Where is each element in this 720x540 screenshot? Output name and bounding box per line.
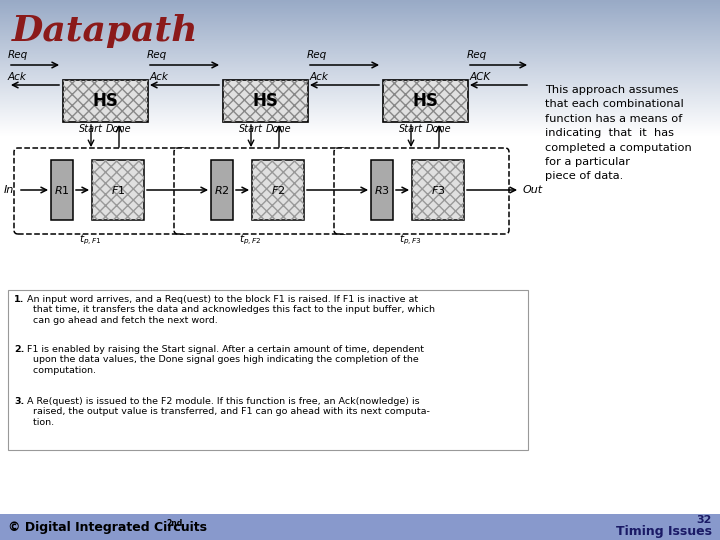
Text: $F3$: $F3$ — [431, 184, 445, 196]
Bar — [252, 160, 304, 220]
Bar — [92, 160, 144, 220]
Text: Ack: Ack — [310, 72, 329, 82]
FancyBboxPatch shape — [334, 148, 509, 234]
Bar — [92, 160, 144, 220]
Bar — [222, 80, 307, 122]
Text: Start: Start — [79, 124, 103, 134]
Text: This approach assumes
that each combinational
function has a means of
indicating: This approach assumes that each combinat… — [545, 85, 692, 181]
Text: 1.: 1. — [14, 295, 24, 304]
Text: Req: Req — [467, 50, 487, 60]
Bar — [0, 514, 720, 540]
Text: ACK: ACK — [470, 72, 491, 82]
Text: 3.: 3. — [14, 397, 24, 406]
Bar — [382, 80, 467, 122]
Bar — [222, 80, 307, 122]
Bar — [63, 80, 148, 122]
Text: $R2$: $R2$ — [214, 184, 230, 196]
Bar — [412, 160, 464, 220]
Text: 2.: 2. — [14, 345, 24, 354]
Text: Start: Start — [239, 124, 263, 134]
Text: HS: HS — [92, 92, 118, 110]
Text: Start: Start — [399, 124, 423, 134]
Text: $t_{p,F3}$: $t_{p,F3}$ — [399, 233, 421, 247]
Text: Done: Done — [106, 124, 132, 134]
Bar — [382, 80, 467, 122]
Text: HS: HS — [252, 92, 278, 110]
Text: $R3$: $R3$ — [374, 184, 390, 196]
Bar — [211, 160, 233, 220]
Bar — [371, 160, 393, 220]
Text: Done: Done — [426, 124, 452, 134]
Text: Ack: Ack — [8, 72, 27, 82]
Text: $F2$: $F2$ — [271, 184, 285, 196]
FancyBboxPatch shape — [174, 148, 349, 234]
Text: Req: Req — [147, 50, 167, 60]
Bar — [252, 160, 304, 220]
Text: HS: HS — [412, 92, 438, 110]
Text: Req: Req — [8, 50, 28, 60]
Text: F1 is enabled by raising the Start signal. After a certain amount of time, depen: F1 is enabled by raising the Start signa… — [24, 345, 424, 375]
Bar — [412, 160, 464, 220]
Bar — [8, 290, 528, 450]
Bar — [51, 160, 73, 220]
Text: An input word arrives, and a Req(uest) to the block F1 is raised. If F1 is inact: An input word arrives, and a Req(uest) t… — [24, 295, 435, 325]
Text: Out: Out — [523, 185, 543, 195]
Text: In: In — [4, 185, 14, 195]
Text: Req: Req — [307, 50, 328, 60]
Text: © Digital Integrated Circuits: © Digital Integrated Circuits — [8, 521, 207, 534]
Text: Ack: Ack — [150, 72, 169, 82]
Text: Timing Issues: Timing Issues — [616, 524, 712, 537]
Text: $R1$: $R1$ — [54, 184, 70, 196]
Text: A Re(quest) is issued to the F2 module. If this function is free, an Ack(nowledg: A Re(quest) is issued to the F2 module. … — [24, 397, 430, 427]
Text: $F1$: $F1$ — [111, 184, 125, 196]
Text: $t_{p,F2}$: $t_{p,F2}$ — [239, 233, 261, 247]
FancyBboxPatch shape — [14, 148, 189, 234]
Text: 32: 32 — [697, 515, 712, 525]
Text: Done: Done — [266, 124, 292, 134]
Text: Datapath: Datapath — [12, 14, 199, 48]
Text: 2nd: 2nd — [166, 518, 182, 528]
Bar — [63, 80, 148, 122]
Text: $t_{p,F1}$: $t_{p,F1}$ — [78, 233, 102, 247]
